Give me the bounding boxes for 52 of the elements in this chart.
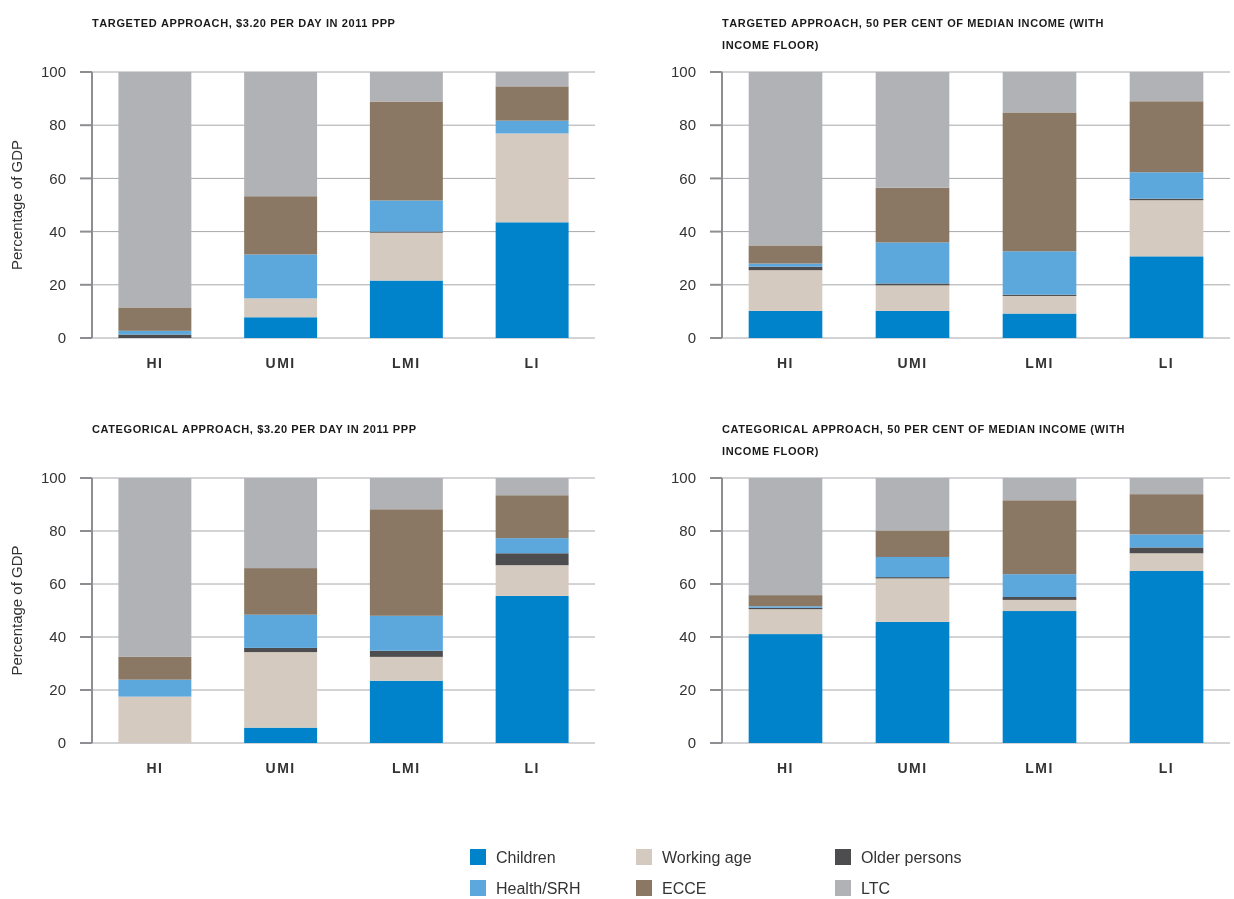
x-tick-label: LI [1158, 355, 1175, 371]
y-tick-label: 80 [49, 522, 66, 540]
x-tick-label: LI [524, 760, 540, 776]
chart-title: Categorical approach, $3.20 per day in 2011 PPP [92, 419, 417, 436]
legend-label: Working age [662, 848, 752, 866]
y-tick-label: 60 [49, 169, 66, 187]
y-tick-label: 60 [679, 169, 696, 187]
x-tick-label: LMI [392, 355, 421, 371]
y-tick-label: 100 [40, 63, 66, 81]
x-tick-label: LMI [392, 760, 421, 776]
chart-title: Targeted approach, 50 per cent of median income (with income floor) [722, 13, 1104, 52]
y-tick-label: 20 [49, 276, 66, 294]
x-tick-label: UMI [265, 355, 296, 371]
y-tick-label: 100 [670, 63, 696, 81]
y-axis-title: Percentage of GDP [8, 545, 25, 676]
y-tick-label: 100 [40, 469, 66, 487]
x-tick-label: UMI [265, 760, 296, 776]
y-tick-label: 40 [679, 628, 696, 646]
y-tick-label: 80 [679, 116, 696, 134]
x-tick-label: HI [146, 760, 164, 776]
y-tick-label: 80 [49, 116, 66, 134]
y-tick-label: 0 [57, 734, 66, 752]
legend-label: ECCE [662, 879, 707, 897]
y-tick-label: 40 [49, 628, 66, 646]
legend-label: Health/SRH [496, 879, 581, 897]
x-tick-label: HI [777, 760, 794, 776]
x-tick-label: HI [777, 355, 794, 371]
y-tick-label: 20 [679, 681, 696, 699]
y-tick-label: 0 [687, 734, 696, 752]
y-axis-title: Percentage of GDP [8, 139, 25, 271]
y-tick-label: 0 [687, 329, 696, 347]
x-tick-label: UMI [897, 760, 928, 776]
x-tick-label: HI [146, 355, 164, 371]
y-tick-label: 40 [679, 222, 696, 240]
x-tick-label: UMI [897, 355, 928, 371]
y-tick-label: 60 [49, 575, 66, 593]
x-tick-label: LI [524, 355, 540, 371]
x-tick-label: LI [1158, 760, 1175, 776]
y-tick-label: 60 [679, 575, 696, 593]
chart-title: Targeted approach, $3.20 per day in 2011 PPP [92, 13, 396, 30]
y-tick-label: 0 [57, 329, 66, 347]
x-tick-label: LMI [1025, 355, 1054, 371]
legend-label: Children [496, 848, 556, 866]
y-tick-label: 20 [679, 276, 696, 294]
chart-title: Categorical approach, 50 per cent of median income (with income floor) [722, 419, 1126, 458]
legend-label: Older persons [861, 848, 962, 866]
y-tick-label: 80 [679, 522, 696, 540]
y-tick-label: 40 [49, 222, 66, 240]
legend-label: LTC [861, 879, 891, 897]
y-tick-label: 20 [49, 681, 66, 699]
x-tick-label: LMI [1025, 760, 1054, 776]
y-tick-label: 100 [670, 469, 696, 487]
